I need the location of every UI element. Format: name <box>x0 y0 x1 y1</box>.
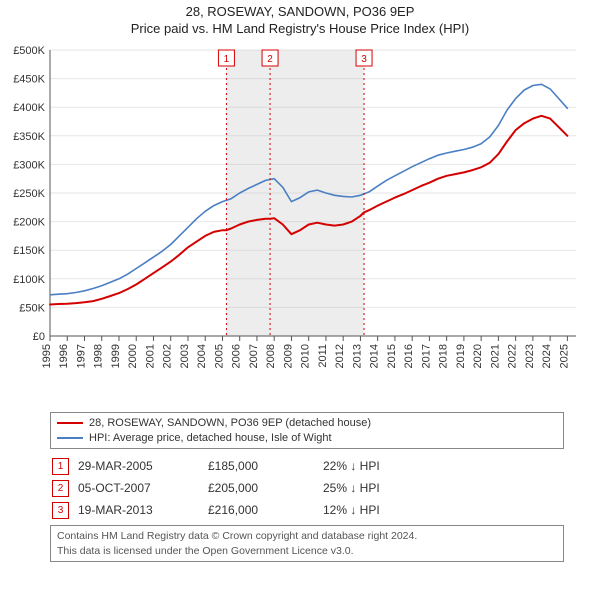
sales-row: 2 05-OCT-2007 £205,000 25% ↓ HPI <box>50 477 600 499</box>
sale-marker-icon: 1 <box>52 458 69 475</box>
sales-row: 3 19-MAR-2013 £216,000 12% ↓ HPI <box>50 499 600 521</box>
svg-text:2002: 2002 <box>162 344 174 368</box>
sale-delta: 25% ↓ HPI <box>323 481 453 495</box>
svg-text:£150K: £150K <box>13 245 45 257</box>
svg-text:1: 1 <box>224 54 230 65</box>
svg-text:2010: 2010 <box>300 344 312 368</box>
svg-text:2014: 2014 <box>369 344 381 368</box>
svg-text:2003: 2003 <box>179 344 191 368</box>
sale-date: 29-MAR-2005 <box>78 459 208 473</box>
title-line-1: 28, ROSEWAY, SANDOWN, PO36 9EP <box>0 4 600 21</box>
svg-text:2019: 2019 <box>455 344 467 368</box>
attribution: Contains HM Land Registry data © Crown c… <box>50 525 564 561</box>
svg-text:3: 3 <box>361 54 367 65</box>
svg-text:1997: 1997 <box>75 344 87 368</box>
svg-text:£500K: £500K <box>13 45 45 57</box>
legend-item-hpi: HPI: Average price, detached house, Isle… <box>57 431 557 446</box>
svg-text:2020: 2020 <box>472 344 484 368</box>
svg-text:£250K: £250K <box>13 188 45 200</box>
svg-text:1998: 1998 <box>93 344 105 368</box>
svg-text:£350K: £350K <box>13 131 45 143</box>
svg-text:2024: 2024 <box>541 344 553 368</box>
svg-text:2012: 2012 <box>334 344 346 368</box>
sale-delta: 22% ↓ HPI <box>323 459 453 473</box>
svg-text:2008: 2008 <box>265 344 277 368</box>
svg-text:2016: 2016 <box>403 344 415 368</box>
svg-text:2001: 2001 <box>144 344 156 368</box>
svg-text:2022: 2022 <box>507 344 519 368</box>
sales-table: 1 29-MAR-2005 £185,000 22% ↓ HPI 2 05-OC… <box>50 455 600 521</box>
legend-label: HPI: Average price, detached house, Isle… <box>89 431 332 446</box>
sale-price: £216,000 <box>208 503 323 517</box>
sale-delta: 12% ↓ HPI <box>323 503 453 517</box>
sale-marker-icon: 3 <box>52 502 69 519</box>
svg-text:£400K: £400K <box>13 102 45 114</box>
svg-text:2015: 2015 <box>386 344 398 368</box>
svg-text:£100K: £100K <box>13 274 45 286</box>
svg-text:2017: 2017 <box>420 344 432 368</box>
legend: 28, ROSEWAY, SANDOWN, PO36 9EP (detached… <box>50 412 564 450</box>
sale-price: £185,000 <box>208 459 323 473</box>
attribution-line: Contains HM Land Registry data © Crown c… <box>57 529 557 543</box>
svg-text:2025: 2025 <box>558 344 570 368</box>
sale-marker-icon: 2 <box>52 480 69 497</box>
svg-text:£300K: £300K <box>13 159 45 171</box>
sale-price: £205,000 <box>208 481 323 495</box>
svg-text:2013: 2013 <box>351 344 363 368</box>
svg-text:2000: 2000 <box>127 344 139 368</box>
legend-swatch <box>57 422 83 424</box>
svg-text:£200K: £200K <box>13 216 45 228</box>
legend-item-price-paid: 28, ROSEWAY, SANDOWN, PO36 9EP (detached… <box>57 416 557 431</box>
price-chart: £0 £50K £100K £150K £200K £250K £300K £350K £400… <box>0 38 600 408</box>
svg-text:2006: 2006 <box>231 344 243 368</box>
svg-text:2: 2 <box>267 54 273 65</box>
legend-swatch <box>57 437 83 439</box>
svg-text:2011: 2011 <box>317 344 329 368</box>
svg-text:£50K: £50K <box>19 302 45 314</box>
svg-text:£450K: £450K <box>13 73 45 85</box>
sale-date: 05-OCT-2007 <box>78 481 208 495</box>
svg-text:2005: 2005 <box>213 344 225 368</box>
svg-text:2021: 2021 <box>489 344 501 368</box>
svg-text:2018: 2018 <box>438 344 450 368</box>
svg-text:2009: 2009 <box>282 344 294 368</box>
svg-text:2023: 2023 <box>524 344 536 368</box>
svg-text:1995: 1995 <box>41 344 53 368</box>
sale-date: 19-MAR-2013 <box>78 503 208 517</box>
sales-row: 1 29-MAR-2005 £185,000 22% ↓ HPI <box>50 455 600 477</box>
legend-label: 28, ROSEWAY, SANDOWN, PO36 9EP (detached… <box>89 416 371 431</box>
title-line-2: Price paid vs. HM Land Registry's House … <box>0 21 600 38</box>
svg-text:2004: 2004 <box>196 344 208 368</box>
attribution-line: This data is licensed under the Open Gov… <box>57 544 557 558</box>
svg-text:1996: 1996 <box>58 344 70 368</box>
svg-text:£0: £0 <box>33 331 45 343</box>
svg-text:2007: 2007 <box>248 344 260 368</box>
svg-text:1999: 1999 <box>110 344 122 368</box>
